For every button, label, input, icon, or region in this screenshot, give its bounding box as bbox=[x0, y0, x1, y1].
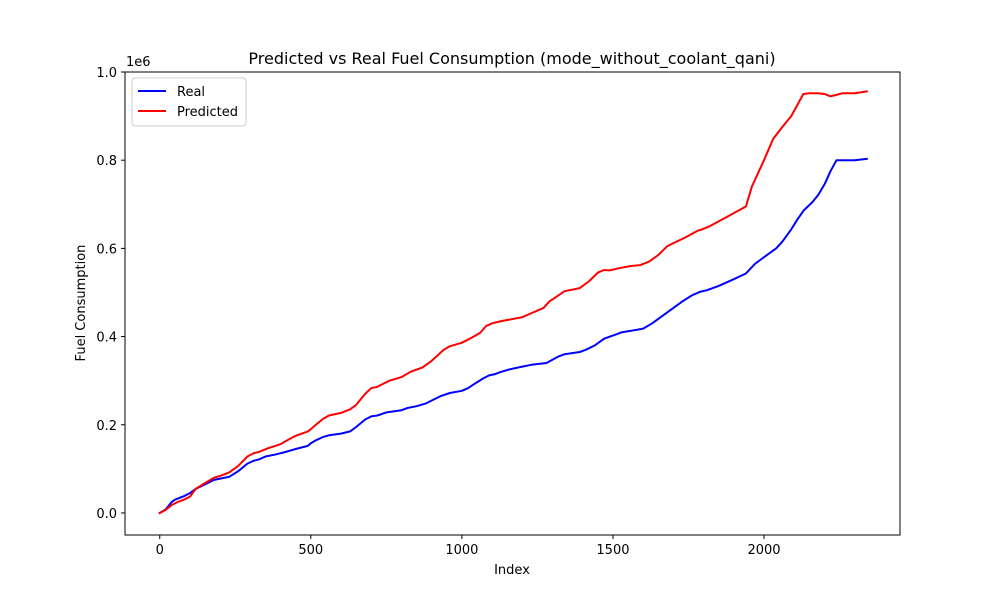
legend-predicted-label: Predicted bbox=[177, 105, 238, 120]
y-tick-label: 1.0 bbox=[96, 66, 117, 81]
plot-area-frame bbox=[124, 71, 901, 536]
plot-layer bbox=[158, 90, 868, 515]
y-tick-label: 0.4 bbox=[96, 331, 117, 346]
y-axis-label: Fuel Consumption bbox=[74, 245, 89, 362]
y-tick-label: 0.8 bbox=[96, 154, 117, 169]
y-offset-label: 1e6 bbox=[126, 55, 151, 70]
x-tick-label: 1500 bbox=[596, 543, 629, 558]
y-tick-label: 0.6 bbox=[96, 242, 117, 257]
x-tick-label: 2000 bbox=[747, 543, 780, 558]
series-line-real bbox=[158, 157, 868, 515]
chart-title: Predicted vs Real Fuel Consumption (mode… bbox=[248, 49, 775, 69]
x-axis-label: Index bbox=[494, 563, 530, 578]
x-axis: 0 500 1000 1500 2000 bbox=[156, 535, 781, 558]
y-tick-label: 0.2 bbox=[96, 419, 117, 434]
series-line-predicted bbox=[158, 90, 868, 515]
legend-real-label: Real bbox=[177, 85, 205, 100]
x-tick-label: 500 bbox=[298, 543, 323, 558]
y-axis: 0.0 0.2 0.4 0.6 0.8 1.0 bbox=[96, 66, 125, 522]
x-tick-label: 1000 bbox=[445, 543, 478, 558]
x-tick-label: 0 bbox=[156, 543, 164, 558]
y-tick-label: 0.0 bbox=[96, 507, 117, 522]
legend: Real Predicted bbox=[131, 77, 247, 127]
